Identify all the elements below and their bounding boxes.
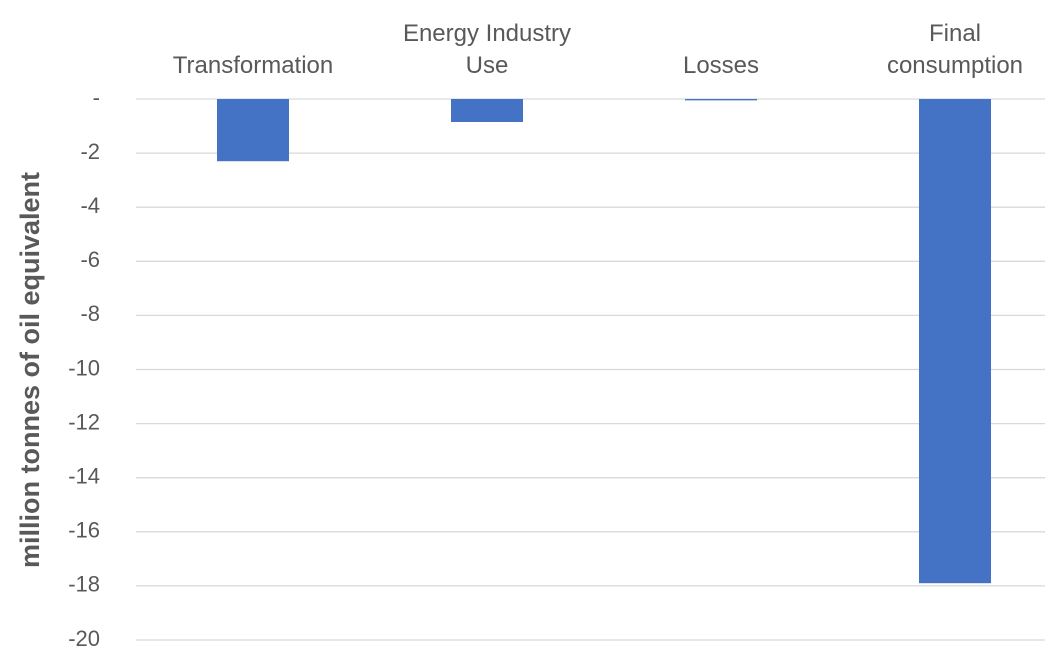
bar [451,99,523,122]
bar [919,99,991,584]
bar [685,99,757,101]
x-tick-label: Losses [682,52,760,79]
y-tick-label: -8 [80,301,100,326]
bar [217,99,289,162]
y-tick-label: -16 [68,518,100,543]
x-tick-label: Final consumption [886,20,1024,79]
y-tick-label: -20 [68,626,100,650]
y-tick-label: -10 [68,355,100,380]
y-tick-label: -4 [80,193,100,218]
y-tick-label: -2 [80,139,100,164]
x-tick-label: Transformation [172,52,334,79]
y-tick-label: -12 [68,409,100,434]
y-tick-label: - [93,85,100,110]
y-tick-label: -6 [80,247,100,272]
y-axis-title: million tonnes of oil equivalent [15,172,45,568]
y-tick-label: -18 [68,572,100,597]
x-tick-label: Energy Industry Use [402,20,572,79]
y-tick-label: -14 [68,464,100,489]
